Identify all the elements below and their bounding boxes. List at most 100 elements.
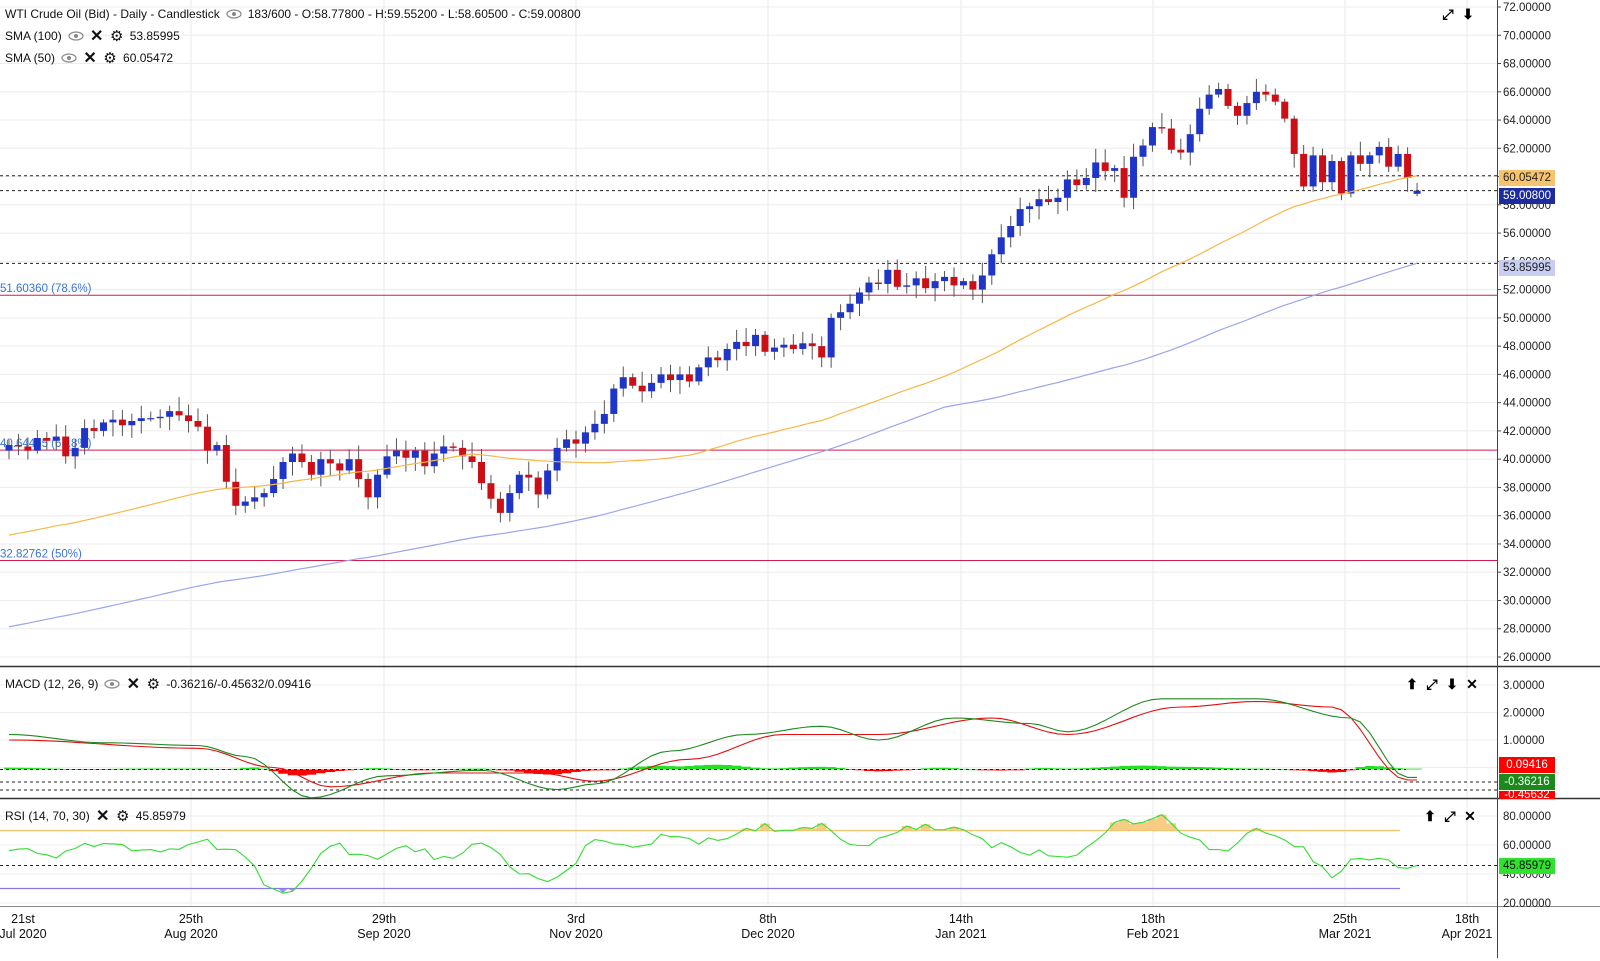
main-legend: WTI Crude Oil (Bid) - Daily - Candlestic… [5, 7, 581, 21]
candle-body [997, 237, 1005, 255]
x-tick-label: Sep 2020 [357, 927, 411, 941]
eye-icon[interactable] [226, 9, 242, 19]
candle-body [90, 428, 98, 431]
macd-histogram-bar [675, 766, 685, 770]
arrow-down-icon[interactable]: ⬇ [1446, 675, 1458, 692]
candle-body [440, 446, 448, 454]
x-tick-label: 18th [1455, 912, 1479, 926]
candle-body [572, 439, 580, 444]
candle-body [166, 411, 174, 417]
expand-icon[interactable]: ⤢ [1444, 807, 1456, 824]
close-icon[interactable]: ✕ [90, 28, 104, 45]
arrow-up-icon[interactable]: ⬆ [1424, 807, 1436, 824]
candle-body [1328, 161, 1336, 183]
gear-icon[interactable]: ⚙ [115, 808, 130, 825]
candle-body [213, 445, 221, 451]
fib-level-label: 32.82762 (50%) [0, 549, 82, 561]
expand-icon[interactable]: ⤢ [1442, 5, 1454, 22]
candle-body [411, 450, 419, 458]
candle-body [704, 357, 712, 368]
eye-icon[interactable] [61, 53, 77, 63]
macd-histogram-bar [561, 769, 572, 774]
candle-body [496, 498, 504, 513]
candle-body [1243, 103, 1251, 116]
candle-body [392, 450, 400, 457]
candle-body [71, 447, 79, 457]
candle-body [118, 419, 126, 426]
candle-body [1224, 88, 1232, 106]
sma50-price-tag: 60.05472 [1499, 170, 1555, 186]
candle-body [1319, 155, 1327, 183]
candle-body [695, 367, 703, 382]
close-icon[interactable]: ✕ [126, 676, 141, 693]
macd-histogram-bar [571, 769, 581, 772]
macd-histogram-bar [1166, 766, 1177, 770]
eye-icon[interactable] [104, 679, 120, 689]
arrow-down-icon[interactable]: ⬇ [1462, 5, 1474, 22]
candle-body [317, 459, 325, 475]
macd-histogram-bar [646, 765, 657, 770]
macd-histogram-bar [996, 769, 1007, 771]
candle-body [1063, 179, 1071, 198]
candle-body [950, 276, 958, 286]
candle-body [24, 446, 32, 451]
y-tick-label: 68.00000 [1503, 59, 1551, 71]
gear-icon[interactable]: ⚙ [109, 28, 124, 45]
macd-histogram-bar [977, 769, 988, 771]
close-icon[interactable]: ✕ [96, 808, 110, 825]
gear-icon[interactable]: ⚙ [146, 676, 161, 693]
candle-body [449, 446, 457, 448]
sma50-line [8, 175, 1418, 536]
expand-icon[interactable]: ⤢ [1426, 675, 1438, 692]
candle-body [1271, 94, 1279, 102]
candle-body [742, 341, 750, 347]
eye-icon[interactable] [68, 31, 84, 41]
candle-body [128, 421, 136, 426]
macd-histogram-bar [892, 769, 903, 771]
macd-histogram-bar [127, 768, 137, 770]
gear-icon[interactable]: ⚙ [103, 50, 117, 67]
candle-body [421, 450, 429, 467]
macd-histogram-bar [712, 764, 723, 770]
macd-histogram-bar [155, 768, 165, 770]
macd-histogram-bar [1090, 767, 1101, 770]
rsi-value: 45.85979 [135, 809, 186, 823]
macd-histogram-bar [1223, 768, 1233, 770]
candle-body [1300, 153, 1308, 187]
rsi-pane-controls: ⬆ ⤢ ✕ [1422, 808, 1478, 824]
candle-body [931, 281, 939, 289]
macd-histogram-bar [1072, 768, 1082, 770]
close-icon[interactable]: ✕ [83, 50, 97, 67]
macd-histogram-bar [731, 765, 742, 770]
candle-body [1347, 155, 1355, 194]
y-tick-label: 1.00000 [1503, 735, 1545, 747]
macd-histogram-bar [316, 769, 326, 774]
candle-body [761, 334, 769, 352]
rsi-label: RSI (14, 70, 30) [5, 809, 90, 823]
arrow-up-icon[interactable]: ⬆ [1406, 675, 1418, 692]
candle-body [260, 493, 268, 498]
rsi-line [8, 814, 1418, 894]
candle-body [903, 285, 911, 287]
candle-body [1234, 105, 1241, 116]
macd-histogram-bar [920, 768, 931, 770]
candle-body [610, 388, 618, 414]
candle-body [733, 341, 741, 349]
candle-body [1215, 88, 1223, 95]
candle-body [1120, 168, 1128, 198]
macd-histogram-bar [221, 769, 232, 770]
y-tick-label: 64.00000 [1503, 115, 1551, 127]
macd-histogram-bar [1185, 766, 1196, 770]
macd-histogram-bar [637, 766, 647, 770]
macd-histogram-bar [873, 769, 884, 772]
close-icon[interactable]: ✕ [1466, 675, 1478, 692]
candle-body [581, 432, 589, 444]
candle-body [1045, 199, 1052, 202]
macd-histogram-bar [1402, 768, 1413, 770]
macd-histogram-bar [1355, 767, 1366, 770]
close-icon[interactable]: ✕ [1464, 807, 1476, 824]
sma100-value: 53.85995 [129, 29, 180, 43]
macd-histogram-bar [1365, 766, 1375, 770]
candle-body [619, 377, 627, 389]
candle-body [591, 423, 599, 433]
